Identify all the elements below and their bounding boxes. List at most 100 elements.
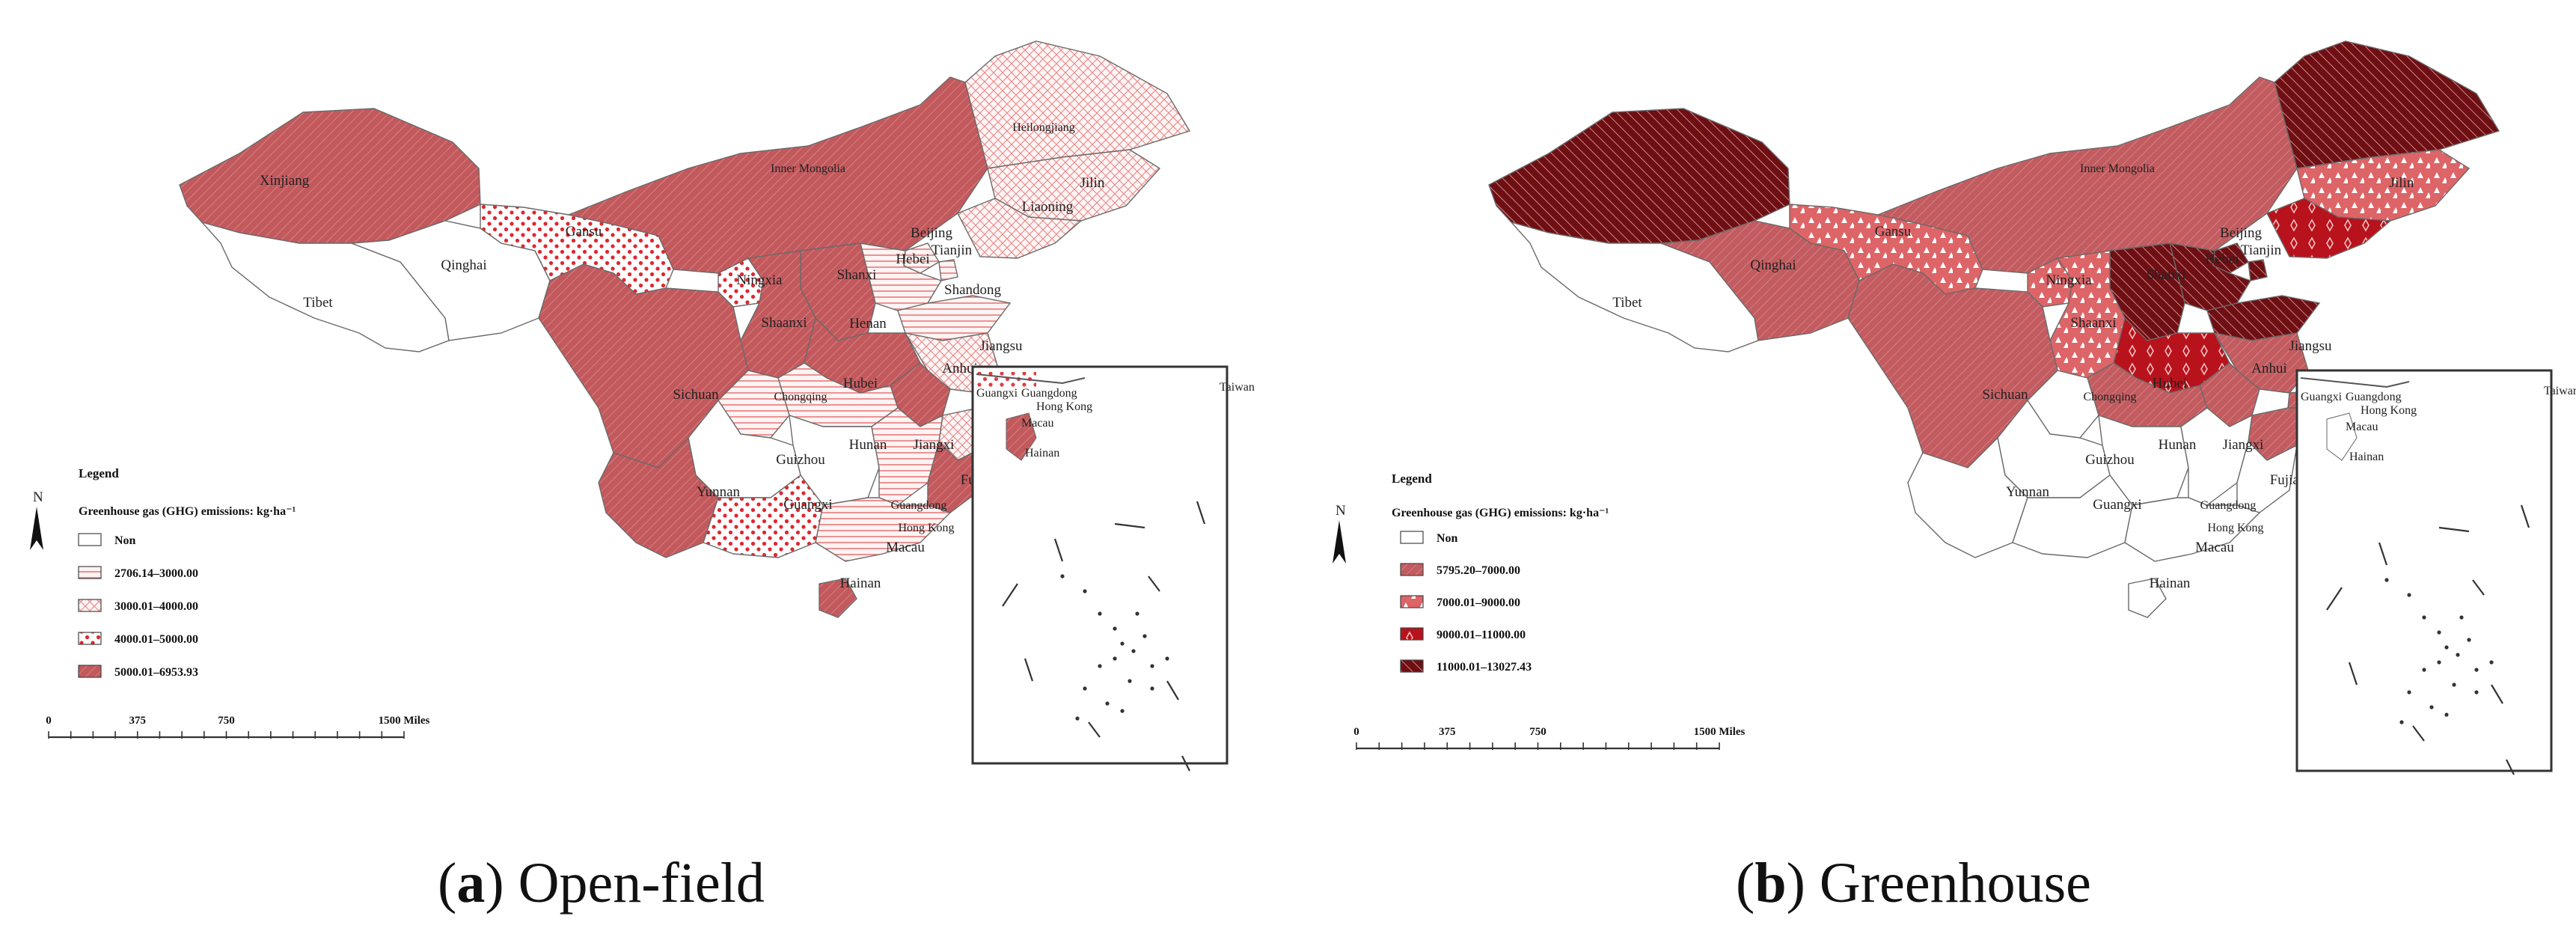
inset-label-macau: Macau (2346, 421, 2378, 433)
place-label-henan: Henan (849, 316, 887, 332)
province-hainan (2128, 578, 2167, 618)
open-field-north-arrow: N (30, 489, 43, 550)
legend-label-c3: 4000.01–5000.00 (114, 633, 198, 646)
place-label-yunnan: Yunnan (2006, 484, 2050, 500)
legend-label-g1: 5795.20–7000.00 (1437, 564, 1520, 577)
place-label-hong-kong: Hong Kong (898, 522, 954, 534)
place-label-hainan: Hainan (2150, 576, 2191, 591)
caption-open-field: (a) Open-field (438, 852, 765, 915)
place-label-beijing: Beijing (2220, 225, 2262, 241)
caption-greenhouse: (b) Greenhouse (1736, 852, 2091, 915)
open-field-choropleth (179, 40, 1191, 618)
place-label-jiangsu: Jiangsu (980, 338, 1024, 354)
place-label-gansu: Gansu (1875, 224, 1912, 239)
place-label-jilin: Jilin (1080, 175, 1105, 191)
inset-label-macau: Macau (1021, 417, 1054, 430)
place-label-hubei: Hubei (2153, 376, 2187, 391)
place-label-guangxi: Guangxi (2093, 497, 2141, 513)
place-label-shandong: Shandong (944, 282, 1002, 298)
province-inner-mongolia (566, 76, 988, 274)
legend-swatch-non (78, 533, 102, 546)
open-field-map-panel: Xinjiang Tibet Qinghai Gansu Inner Mongolia H… (30, 40, 1255, 915)
province-tibet (200, 221, 450, 352)
scale-tick-label: 0 (1353, 726, 1359, 738)
province-xinjiang (179, 108, 481, 244)
open-field-province-labels: Xinjiang Tibet Qinghai Gansu Inner Mongolia H… (260, 121, 1105, 591)
place-label-guangdong: Guangdong (891, 499, 947, 512)
place-label-jiangxi: Jiangxi (914, 437, 955, 453)
province-liaoning (2266, 198, 2392, 259)
place-label-yunnan: Yunnan (697, 484, 741, 500)
place-label-sichuan: Sichuan (1982, 387, 2028, 403)
place-label-guizhou: Guizhou (2085, 452, 2135, 468)
place-label-anhui: Anhui (942, 361, 978, 376)
place-label-inner-mongolia: Inner Mongolia (771, 162, 845, 175)
province-inner-mongolia (1876, 76, 2298, 274)
place-label-tibet: Tibet (303, 295, 333, 311)
inset-label-taiwan: Taiwan (1220, 381, 1255, 394)
province-xinjiang (1488, 108, 1790, 244)
place-label-chongqing: Chongqing (2083, 391, 2136, 403)
place-label-macau: Macau (2195, 540, 2234, 555)
legend-label-g3: 9000.01–11000.00 (1437, 629, 1526, 641)
legend-title: Legend (1392, 471, 1432, 486)
scale-tick-label: 1500 Miles (379, 715, 430, 727)
province-guangdong (2124, 497, 2261, 562)
open-field-legend: Legend Greenhouse gas (GHG) emissions: k… (78, 466, 296, 679)
legend-label-g4: 11000.01–13027.43 (1437, 661, 1532, 674)
place-label-hong-kong: Hong Kong (2207, 522, 2263, 534)
place-label-inner-mongolia: Inner Mongolia (2080, 162, 2155, 175)
scale-tick-label: 1500 Miles (1694, 726, 1746, 738)
scale-tick-label: 0 (46, 715, 52, 727)
legend-label-g2: 7000.01–9000.00 (1437, 596, 1520, 609)
place-label-jiangsu: Jiangsu (2289, 338, 2333, 354)
legend-swatch-c4 (78, 665, 102, 678)
place-label-heilongjiang: Heilongjiang (1012, 121, 1075, 134)
legend-title: Legend (79, 466, 119, 480)
legend-swatch-g1 (1400, 563, 1424, 576)
place-label-gansu: Gansu (566, 224, 602, 239)
place-label-shanxi: Shanxi (837, 267, 877, 283)
greenhouse-scale-bar: 0 375 750 1500 Miles (1353, 726, 1746, 750)
place-label-guangdong: Guangdong (2200, 499, 2257, 512)
svg-text:N: N (33, 489, 43, 505)
province-tianjin (938, 259, 958, 281)
province-guangdong (815, 497, 952, 562)
legend-swatch-g3 (1400, 627, 1424, 641)
place-label-macau: Macau (886, 540, 925, 555)
greenhouse-north-arrow: N (1333, 503, 1346, 564)
place-label-xinjiang: Xinjiang (260, 173, 310, 189)
place-label-hunan: Hunan (849, 437, 887, 453)
place-label-anhui: Anhui (2251, 361, 2287, 376)
place-label-jilin: Jilin (2390, 175, 2414, 191)
scale-tick-label: 750 (1529, 726, 1546, 738)
place-label-beijing: Beijing (911, 225, 952, 241)
legend-swatch-g2 (1400, 595, 1424, 608)
place-label-ningxia: Ningxia (2046, 272, 2092, 288)
scale-tick-label: 750 (218, 715, 235, 727)
inset-label-taiwan: Taiwan (2544, 385, 2576, 397)
place-label-liaoning: Liaoning (1022, 199, 1074, 215)
province-tianjin (2248, 259, 2268, 281)
legend-swatch-c2 (78, 599, 102, 612)
place-label-hebei: Hebei (2205, 251, 2239, 267)
inset-label-hong-kong: Hong Kong (2361, 404, 2417, 417)
legend-label-c4: 5000.01–6953.93 (114, 666, 198, 679)
greenhouse-choropleth (1488, 40, 2500, 618)
province-heilongjiang (964, 40, 1191, 169)
place-label-shanxi: Shanxi (2147, 267, 2186, 283)
legend-swatch-c1 (78, 566, 102, 579)
province-heilongjiang (2274, 40, 2500, 169)
legend-label-non: Non (1437, 532, 1458, 545)
place-label-qinghai: Qinghai (1750, 257, 1796, 273)
legend-label-c2: 3000.01–4000.00 (114, 600, 198, 613)
scale-tick-label: 375 (129, 715, 147, 727)
place-label-chongqing: Chongqing (774, 391, 827, 403)
greenhouse-legend: Legend Greenhouse gas (GHG) emissions: k… (1392, 471, 1609, 674)
place-label-hunan: Hunan (2159, 437, 2197, 453)
province-tibet (1509, 221, 1759, 352)
inset-label-guangxi: Guangxi (2301, 391, 2343, 403)
inset-label-hainan: Hainan (1025, 447, 1059, 460)
province-liaoning (957, 198, 1083, 259)
